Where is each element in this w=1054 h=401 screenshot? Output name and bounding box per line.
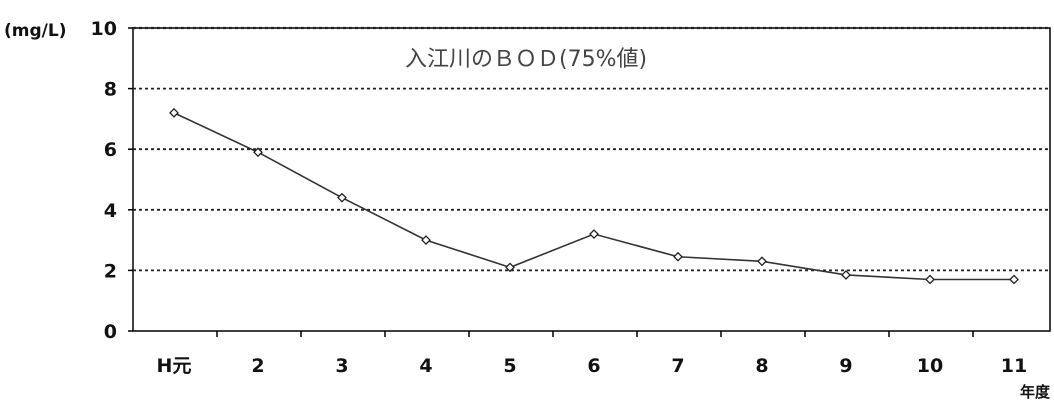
x-tick-label: 9 (839, 355, 852, 377)
data-point (673, 251, 683, 262)
x-axis: H元 2 3 4 5 6 7 8 9 10 11 (157, 331, 1027, 377)
data-point (1009, 274, 1019, 285)
x-tick-label: 6 (587, 355, 600, 377)
data-point (505, 262, 515, 273)
x-axis-label: 年度 (1020, 383, 1051, 401)
x-tick-label: 10 (917, 355, 943, 377)
y-tick-label: 8 (104, 79, 117, 101)
data-point (925, 274, 935, 285)
x-tick-label: 7 (671, 355, 684, 377)
y-tick-label: 4 (104, 200, 117, 222)
x-tick-label: 3 (335, 355, 348, 377)
x-tick-label: 11 (1001, 355, 1027, 377)
data-point (841, 270, 851, 280)
y-tick-label: 10 (91, 18, 117, 40)
plot-area (132, 27, 1051, 332)
y-axis-unit: (mg/L) (4, 21, 66, 41)
data-point (421, 235, 431, 246)
data-point (337, 192, 347, 203)
data-point (169, 107, 179, 118)
x-tick-label: 8 (755, 355, 768, 377)
data-point (589, 229, 599, 239)
y-tick-label: 0 (104, 321, 117, 343)
data-point (253, 147, 263, 158)
x-tick-label: 4 (419, 355, 432, 377)
x-tick-label: 2 (251, 355, 264, 377)
data-points (169, 107, 1019, 285)
data-point (757, 256, 767, 267)
y-tick-label: 2 (104, 260, 117, 282)
chart-title: 入江川のＢＯＤ(75%値) (405, 47, 647, 72)
y-axis: 0 2 4 6 8 10 (91, 18, 133, 343)
y-tick-label: 6 (104, 139, 117, 161)
x-tick-label: H元 (157, 355, 192, 377)
x-tick-label: 5 (503, 355, 516, 377)
gridlines (133, 26, 1050, 272)
